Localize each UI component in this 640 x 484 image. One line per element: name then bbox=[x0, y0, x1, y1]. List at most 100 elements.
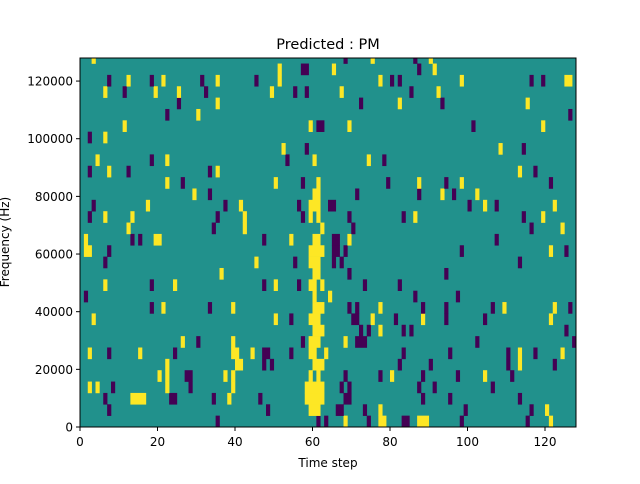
heatmap-cell-low bbox=[343, 245, 348, 257]
heatmap-cell-high bbox=[242, 211, 247, 223]
heatmap-cell-high bbox=[126, 74, 131, 87]
heatmap-cell-low bbox=[382, 154, 387, 167]
heatmap-cell-high bbox=[417, 415, 430, 427]
y-tick-label: 120000 bbox=[27, 75, 73, 89]
heatmap-cell-low bbox=[362, 404, 368, 416]
heatmap-cell-low bbox=[107, 74, 112, 87]
heatmap-cell-high bbox=[560, 222, 565, 235]
heatmap-cell-low bbox=[103, 256, 108, 269]
heatmap-cell-low bbox=[300, 336, 306, 348]
heatmap-cell-high bbox=[180, 336, 185, 348]
heatmap-cell-high bbox=[525, 97, 530, 110]
heatmap-cell-low bbox=[300, 211, 306, 223]
heatmap-cell-low bbox=[304, 143, 309, 155]
x-tick-label: 0 bbox=[76, 435, 84, 449]
heatmap-cell-low bbox=[347, 381, 352, 394]
heatmap-cell-high bbox=[227, 392, 232, 405]
heatmap-cell-low bbox=[448, 347, 453, 360]
heatmap-cell-high bbox=[308, 313, 321, 326]
heatmap-cell-high bbox=[165, 358, 170, 371]
heatmap-cell-low bbox=[331, 245, 340, 257]
heatmap-cell-high bbox=[316, 370, 321, 382]
heatmap-cell-low bbox=[103, 392, 108, 405]
heatmap-cell-high bbox=[378, 324, 383, 337]
heatmap-cell-low bbox=[517, 392, 523, 405]
heatmap-cell-high bbox=[421, 313, 426, 326]
heatmap-cell-high bbox=[328, 290, 333, 303]
heatmap-cell-low bbox=[149, 74, 154, 87]
heatmap-cell-low bbox=[432, 381, 437, 394]
heatmap-cell-high bbox=[545, 404, 550, 416]
heatmap-cell-high bbox=[231, 302, 236, 314]
heatmap-cell-high bbox=[95, 154, 100, 167]
x-tick-label: 100 bbox=[456, 435, 479, 449]
heatmap-cell-high bbox=[138, 347, 143, 360]
heatmap-cell-low bbox=[529, 404, 534, 416]
heatmap-cell-high bbox=[289, 233, 294, 246]
heatmap-cell-low bbox=[269, 358, 275, 371]
heatmap-cell-low bbox=[366, 324, 371, 337]
heatmap-cell-low bbox=[169, 392, 178, 405]
heatmap-cell-high bbox=[308, 256, 321, 269]
heatmap-cell-high bbox=[192, 188, 197, 201]
heatmap-cell-low bbox=[149, 302, 154, 314]
heatmap-cell-high bbox=[238, 199, 244, 212]
heatmap-cell-high bbox=[304, 381, 325, 394]
heatmap-cell-high bbox=[370, 313, 375, 326]
heatmap-cell-high bbox=[122, 120, 127, 132]
heatmap-cell-high bbox=[215, 74, 220, 87]
heatmap-cell-high bbox=[176, 86, 182, 98]
heatmap-cell-low bbox=[568, 108, 573, 121]
y-tick-label: 100000 bbox=[27, 132, 73, 146]
heatmap-cell-high bbox=[560, 347, 565, 360]
heatmap-cell-low bbox=[529, 222, 534, 235]
heatmap-cell-high bbox=[231, 336, 236, 348]
heatmap-cell-low bbox=[196, 336, 201, 348]
heatmap-cell-low bbox=[343, 392, 352, 405]
heatmap-cell-low bbox=[211, 392, 216, 405]
heatmap-cell-low bbox=[552, 358, 557, 371]
heatmap-cell-low bbox=[417, 188, 422, 201]
heatmap-cell-high bbox=[552, 199, 557, 212]
heatmap-cell-low bbox=[262, 233, 267, 246]
heatmap-cell-low bbox=[448, 392, 453, 405]
heatmap-cell-high bbox=[548, 245, 554, 257]
heatmap-cell-low bbox=[111, 381, 116, 394]
heatmap-cell-low bbox=[138, 233, 143, 246]
heatmap-cell-low bbox=[564, 245, 569, 257]
heatmap-cell-high bbox=[165, 370, 170, 382]
heatmap-cell-high bbox=[459, 177, 464, 189]
heatmap-cell-high bbox=[308, 245, 325, 257]
heatmap-cell-low bbox=[149, 279, 154, 292]
heatmap-cell-high bbox=[308, 336, 321, 348]
heatmap-cell-high bbox=[308, 199, 321, 212]
heatmap-cell-low bbox=[83, 290, 89, 303]
heatmap-cell-low bbox=[331, 233, 340, 246]
heatmap-cell-low bbox=[421, 370, 426, 382]
heatmap-cell-low bbox=[258, 392, 263, 405]
heatmap-cell-low bbox=[165, 108, 170, 121]
y-tick-label: 40000 bbox=[35, 305, 73, 319]
y-axis: 0 20000 40000 60000 80000 100000 120000 bbox=[27, 75, 80, 435]
heatmap-cell-low bbox=[444, 313, 449, 326]
heatmap-cell-low bbox=[413, 58, 418, 64]
heatmap-cell-low bbox=[351, 222, 356, 235]
heatmap-cell-low bbox=[87, 165, 92, 178]
heatmap-cell-low bbox=[521, 143, 526, 155]
heatmap-cell-high bbox=[331, 63, 337, 76]
heatmap-cell-low bbox=[254, 74, 259, 87]
heatmap-cell-high bbox=[312, 358, 325, 371]
heatmap-cell-low bbox=[262, 347, 271, 360]
heatmap-cell-low bbox=[347, 302, 352, 314]
heatmap-cell-low bbox=[107, 245, 112, 257]
heatmap-cell-high bbox=[157, 370, 162, 382]
heatmap-cell-high bbox=[215, 165, 220, 178]
heatmap-cell-low bbox=[300, 63, 309, 76]
heatmap-cell-low bbox=[122, 86, 127, 98]
heatmap-cell-low bbox=[331, 256, 337, 269]
heatmap-cell-low bbox=[362, 279, 368, 292]
heatmap-cell-high bbox=[308, 404, 321, 416]
heatmap-cell-low bbox=[378, 370, 383, 382]
heatmap-cell-low bbox=[471, 120, 476, 132]
